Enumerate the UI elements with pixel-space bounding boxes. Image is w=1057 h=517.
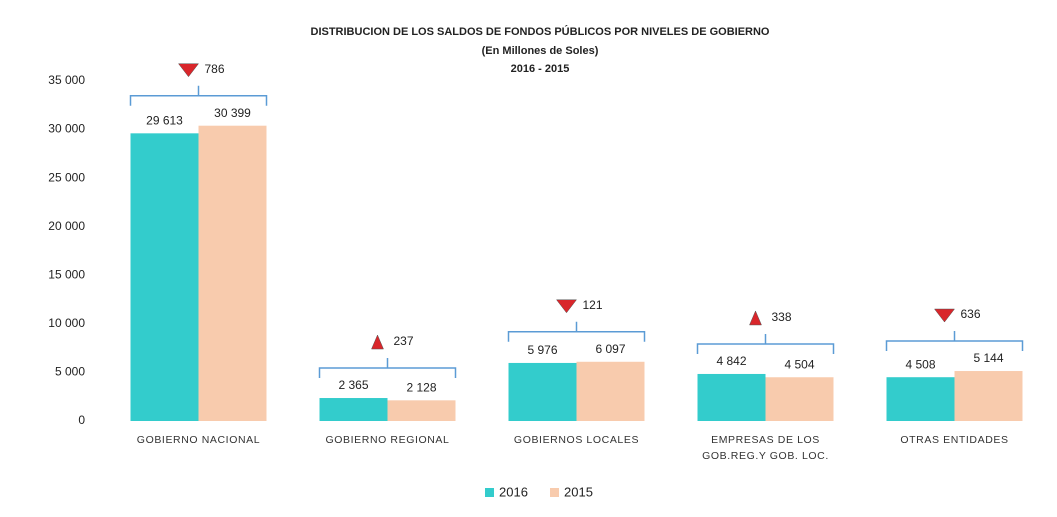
change-label: 786 [205,62,225,76]
x-tick-label: OTRAS ENTIDADES [900,434,1009,446]
bracket [318,358,457,379]
bar [387,400,456,421]
bar [198,125,267,421]
x-tick-label: GOBIERNO NACIONAL [136,434,261,446]
change-label: 121 [583,298,603,312]
change-indicator [371,334,384,350]
bar [886,377,955,421]
legend-label: 2016 [499,484,528,499]
legend-swatch [485,488,494,497]
y-tick-label: 30 000 [48,122,85,136]
bracket [885,331,1024,352]
y-tick-label: 15 000 [48,267,85,281]
bracket [129,85,268,106]
bar [954,371,1023,421]
change-indicator [555,299,578,314]
change-indicator [177,63,200,78]
data-label: 6 097 [595,342,625,356]
bracket [507,321,646,342]
y-tick-label: 35 000 [48,73,85,87]
bar [319,398,388,421]
bar [697,373,766,421]
change-label: 338 [772,310,792,324]
change-label: 636 [961,307,981,321]
legend-swatch [550,488,559,497]
data-label: 30 399 [214,106,251,120]
chart-subtitle: (En Millones de Soles) [482,45,599,57]
data-label: 5 144 [973,351,1003,365]
data-label: 2 365 [338,378,368,392]
chart-period: 2016 - 2015 [511,63,570,75]
x-tick-label: EMPRESAS DE LOS GOB.REG.Y GOB. LOC. [702,434,829,462]
change-indicator [933,308,956,323]
y-tick-label: 0 [78,413,85,427]
bracket [696,333,835,354]
data-label: 29 613 [146,114,183,128]
bar [576,361,645,421]
legend-label: 2015 [564,484,593,499]
y-tick-label: 10 000 [48,316,85,330]
bar [508,362,577,421]
data-label: 4 842 [716,354,746,368]
x-tick-label: GOBIERNO REGIONAL [325,434,450,446]
data-label: 5 976 [527,343,557,357]
bar [765,377,834,421]
data-label: 4 504 [784,357,814,371]
data-label: 4 508 [905,357,935,371]
y-tick-label: 25 000 [48,170,85,184]
bar [130,133,199,421]
change-label: 237 [394,334,414,348]
y-tick-label: 20 000 [48,219,85,233]
y-tick-label: 5 000 [55,365,85,379]
change-indicator [749,310,762,326]
chart-title: DISTRIBUCION DE LOS SALDOS DE FONDOS PÚB… [311,25,770,38]
data-label: 2 128 [406,380,436,394]
x-tick-label: GOBIERNOS LOCALES [513,434,640,446]
